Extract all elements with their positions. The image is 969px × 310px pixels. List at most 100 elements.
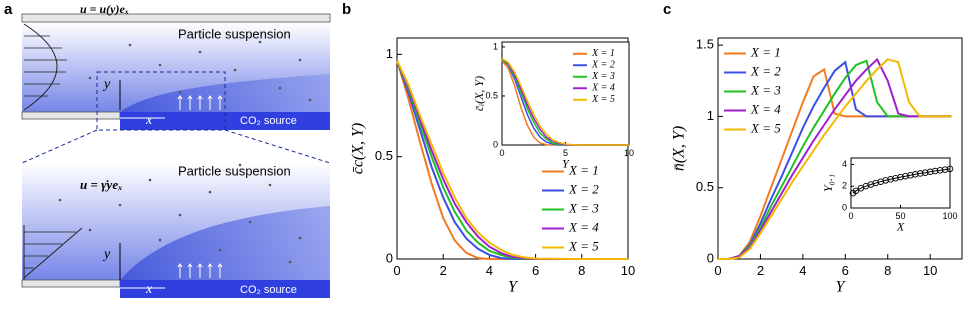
point xyxy=(882,177,889,184)
velocity-label: u = u(y)eₓ xyxy=(80,2,129,16)
point xyxy=(936,167,944,174)
point xyxy=(931,167,939,175)
x-axis-label: Y xyxy=(508,278,519,295)
x-tick-label: 50 xyxy=(895,211,905,221)
x-tick-label: 0 xyxy=(714,263,721,278)
axis-label: x xyxy=(145,282,153,297)
legend-label: X = 1 xyxy=(568,162,599,177)
particle xyxy=(178,213,182,217)
zoom-box xyxy=(96,71,226,131)
y-tick-label: 4 xyxy=(842,159,847,169)
point xyxy=(946,165,954,173)
profile xyxy=(23,227,83,279)
point xyxy=(917,170,924,177)
x-axis-label: Y xyxy=(562,157,570,171)
y-tick-label: 0 xyxy=(386,250,393,265)
wall xyxy=(21,13,331,23)
particle xyxy=(58,198,62,202)
profile xyxy=(23,23,58,111)
legend-label: X = 1 xyxy=(750,44,781,59)
x-axis-label: X xyxy=(896,220,905,234)
particles xyxy=(58,40,312,278)
y-tick-label: 2 xyxy=(842,181,847,191)
x-axis-label: Y xyxy=(836,278,847,295)
legend-label: X = 5 xyxy=(750,120,781,135)
point xyxy=(912,171,919,178)
x-tick-label: 0 xyxy=(499,148,504,158)
point xyxy=(852,187,860,195)
panel-label: a xyxy=(4,1,13,18)
x-tick-label: 10 xyxy=(624,148,634,158)
axis-label: y xyxy=(102,247,111,262)
legend-label: X = 3 xyxy=(750,82,781,97)
y-tick-label: 1 xyxy=(493,41,498,51)
y-axis-label: n̄(X, Y) xyxy=(671,126,688,171)
flux-arrow xyxy=(187,263,193,278)
particle xyxy=(268,183,272,187)
particle xyxy=(308,98,312,102)
diagram: a u = u(y)eₓ Particle suspension y x CO₂… xyxy=(4,1,331,298)
point xyxy=(892,174,899,182)
legend-label: X = 4 xyxy=(591,83,615,94)
flux-arrow xyxy=(187,95,193,110)
particle xyxy=(118,256,122,260)
series-line xyxy=(718,58,952,260)
series-line xyxy=(718,57,952,260)
velocity-label: u = γ̇yeₓ xyxy=(80,177,123,192)
x-tick-label: 2 xyxy=(440,263,447,278)
legend-label: X = 2 xyxy=(591,60,615,71)
zoom-line xyxy=(224,129,331,164)
particle xyxy=(128,43,132,47)
panel-label: c xyxy=(663,1,671,18)
x-tick-label: 4 xyxy=(486,263,493,278)
particle xyxy=(258,40,262,44)
zoom-line xyxy=(21,129,98,164)
particle xyxy=(208,190,212,194)
legend-label: X = 3 xyxy=(568,200,599,215)
point xyxy=(907,172,914,179)
legend-label: X = 2 xyxy=(568,181,599,196)
particle xyxy=(178,90,182,94)
x-tick-label: 10 xyxy=(923,263,937,278)
region-label: Particle suspension xyxy=(178,26,291,41)
axis-label: y xyxy=(102,77,111,92)
x-tick-label: 6 xyxy=(842,263,849,278)
x-tick-label: 8 xyxy=(578,263,585,278)
legend-label: X = 5 xyxy=(591,94,615,105)
chart: 0 5 10 0 0.5 1 Yc̄ᵢ(X, Y) X = 1X = 2X = 3X = 4X… xyxy=(472,41,634,170)
flux-arrow xyxy=(177,95,183,110)
particle xyxy=(158,238,162,242)
legend-label: X = 4 xyxy=(568,219,599,234)
plume xyxy=(120,206,330,280)
particle xyxy=(198,50,202,54)
particle xyxy=(278,86,282,90)
flux-arrow xyxy=(197,95,203,110)
y-tick-label: 1 xyxy=(386,46,393,61)
y-tick-label: 0.5 xyxy=(696,179,714,194)
particle xyxy=(88,76,92,80)
point xyxy=(887,176,894,183)
source xyxy=(120,280,330,298)
y-tick-label: 0.5 xyxy=(485,90,498,100)
x-tick-label: 0 xyxy=(848,211,853,221)
particle xyxy=(148,178,152,182)
particle xyxy=(298,236,302,240)
point xyxy=(941,166,949,173)
y-tick-label: 1.5 xyxy=(696,37,714,52)
legend-label: X = 5 xyxy=(568,238,599,253)
particle xyxy=(298,58,302,62)
legend-label: X = 3 xyxy=(591,71,615,82)
particle xyxy=(238,163,242,167)
particle xyxy=(118,203,122,207)
particle xyxy=(158,63,162,67)
y-axis-label: Y₀.₁ xyxy=(821,174,835,192)
fit-line xyxy=(852,168,951,194)
particle xyxy=(288,260,292,264)
x-tick-label: 6 xyxy=(532,263,539,278)
y-tick-label: 0.5 xyxy=(375,148,393,163)
wall xyxy=(21,111,121,120)
x-tick-label: 100 xyxy=(942,211,957,221)
